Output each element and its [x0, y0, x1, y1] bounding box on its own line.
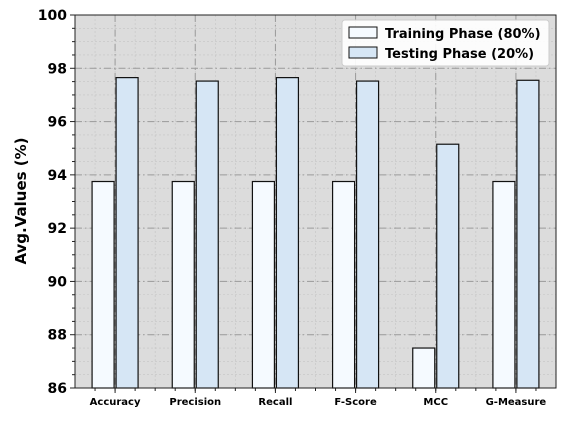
bar-f-score-testing	[355, 80, 380, 389]
y-tick-label: 86	[48, 381, 67, 397]
y-tick-label: 88	[48, 328, 67, 344]
x-tick-label: G-Measure	[486, 397, 547, 408]
x-axis: Accuracy Precision Recall F-Score MCC G-Measu…	[90, 388, 547, 408]
bar-precision-training	[171, 180, 195, 389]
y-tick-label: 90	[48, 274, 68, 290]
legend-label: Testing Phase (20%)	[385, 47, 534, 62]
y-tick-label: 92	[48, 221, 67, 237]
legend-box	[341, 19, 550, 67]
y-tick-label: 94	[48, 168, 68, 184]
legend-swatch	[348, 26, 378, 39]
bar-precision-testing	[195, 80, 219, 389]
bar-g-measure-training	[492, 180, 516, 389]
legend-swatch	[348, 46, 378, 59]
legend-label: Training Phase (80%)	[385, 27, 541, 42]
x-tick-label: MCC	[423, 397, 448, 408]
y-tick-label: 98	[48, 61, 67, 77]
x-tick-label: Precision	[169, 397, 221, 408]
bar-recall-testing	[275, 77, 300, 389]
y-axis: 86 88 90 92 94 96 98 100	[38, 8, 75, 397]
bar-accuracy-testing	[115, 77, 139, 389]
bar-accuracy-training	[91, 180, 115, 389]
y-axis-title: Avg.Values (%)	[12, 137, 30, 264]
bar-recall-training	[251, 180, 276, 389]
legend: Training Phase (80%) Testing Phase (20%)	[341, 19, 550, 67]
bar-f-score-training	[331, 180, 356, 389]
bar-mcc-testing	[436, 143, 460, 389]
y-tick-label: 96	[48, 115, 67, 131]
x-tick-label: Recall	[258, 397, 292, 408]
y-tick-label: 100	[38, 8, 67, 24]
x-tick-label: F-Score	[334, 397, 377, 408]
bar-g-measure-testing	[516, 79, 540, 389]
bar-mcc-training	[412, 347, 436, 389]
x-tick-label: Accuracy	[90, 397, 141, 408]
